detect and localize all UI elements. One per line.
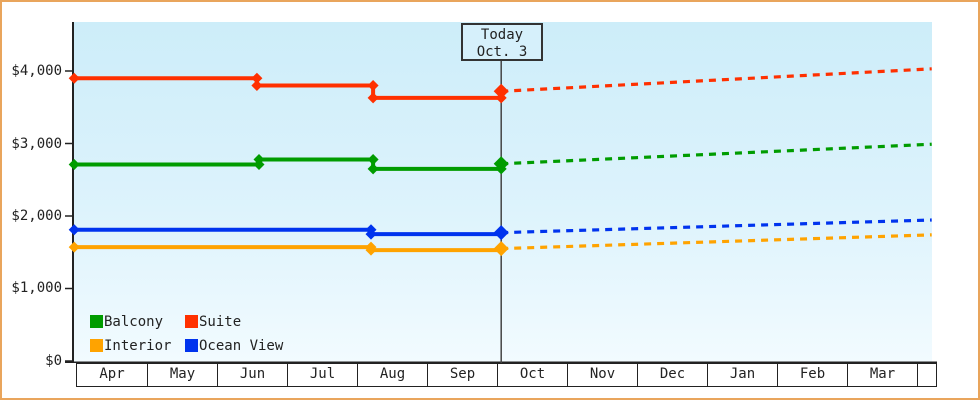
legend-item-interior: Interior [90,339,171,353]
today-annotation-box: Today Oct. 3 [461,23,543,61]
legend-label: Balcony [104,314,164,330]
today-label: Today [480,27,524,43]
month-cell-aug: Aug [357,364,427,386]
month-cell-jun: Jun [217,364,287,386]
month-cell-may: May [147,364,217,386]
legend-item-balcony: Balcony [90,315,163,329]
ocean-view-swatch-icon [185,339,198,352]
legend-item-ocean-view: Ocean View [185,339,283,353]
month-cell-oct: Oct [497,364,567,386]
month-cell-dec: Dec [637,364,707,386]
month-cell-mar: Mar [847,364,917,386]
y-axis-label: $2,000 [11,208,62,224]
month-cell-nov: Nov [567,364,637,386]
month-cell-empty [917,364,936,386]
y-axis-label: $0 [45,353,62,369]
month-cell-sep: Sep [427,364,497,386]
legend-label: Ocean View [199,338,284,354]
suite-swatch-icon [185,315,198,328]
plot-area [72,22,932,363]
month-cell-jan: Jan [707,364,777,386]
balcony-swatch-icon [90,315,103,328]
legend-label: Interior [104,338,172,354]
y-axis-label: $4,000 [11,63,62,79]
month-cell-feb: Feb [777,364,847,386]
y-axis-label: $3,000 [11,136,62,152]
y-axis-label: $1,000 [11,280,62,296]
month-cell-jul: Jul [287,364,357,386]
month-cell-apr: Apr [99,366,125,382]
legend-label: Suite [199,314,242,330]
x-axis-month-band: Apr May Jun Jul Aug Sep Oct Nov Dec Jan … [76,363,937,387]
legend-item-suite: Suite [185,315,241,329]
today-date: Oct. 3 [476,44,528,60]
interior-swatch-icon [90,339,103,352]
